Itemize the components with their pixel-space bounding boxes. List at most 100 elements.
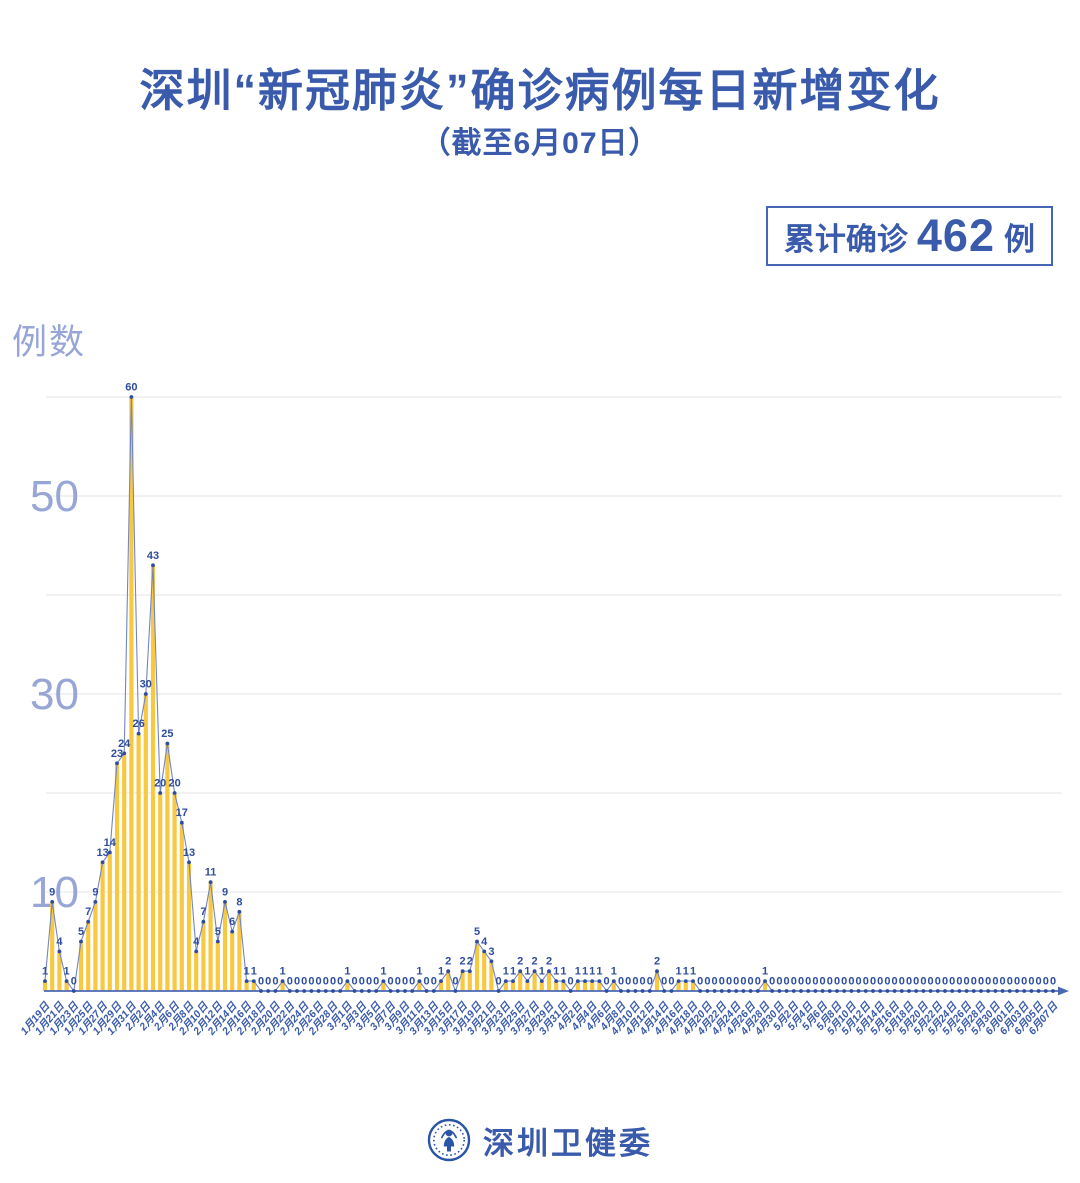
svg-text:20: 20 xyxy=(168,778,180,790)
svg-text:1: 1 xyxy=(582,966,588,978)
svg-text:4: 4 xyxy=(56,936,63,948)
svg-text:1: 1 xyxy=(676,966,682,978)
svg-text:25: 25 xyxy=(161,728,173,740)
svg-text:0: 0 xyxy=(870,976,876,988)
svg-text:30: 30 xyxy=(140,679,152,691)
svg-text:0: 0 xyxy=(985,976,991,988)
svg-text:1: 1 xyxy=(416,966,422,978)
svg-text:0: 0 xyxy=(632,976,638,988)
badge-unit-label: 例 xyxy=(1004,221,1035,257)
svg-text:0: 0 xyxy=(971,976,977,988)
y-tick-labels: 10 30 50 xyxy=(30,472,79,917)
svg-text:1: 1 xyxy=(539,966,545,978)
svg-text:0: 0 xyxy=(337,976,343,988)
svg-text:1: 1 xyxy=(244,966,250,978)
svg-text:0: 0 xyxy=(409,976,415,988)
svg-text:1: 1 xyxy=(344,966,350,978)
svg-text:0: 0 xyxy=(352,976,358,988)
svg-text:1: 1 xyxy=(503,966,509,978)
health-commission-logo-icon xyxy=(427,1118,471,1162)
svg-text:13: 13 xyxy=(96,847,108,859)
svg-text:0: 0 xyxy=(1007,976,1013,988)
svg-text:0: 0 xyxy=(899,976,905,988)
svg-text:1: 1 xyxy=(589,966,595,978)
svg-text:1: 1 xyxy=(438,966,444,978)
svg-text:0: 0 xyxy=(395,976,401,988)
svg-text:0: 0 xyxy=(388,976,394,988)
svg-text:0: 0 xyxy=(323,976,329,988)
svg-text:0: 0 xyxy=(848,976,854,988)
svg-text:0: 0 xyxy=(834,976,840,988)
svg-text:0: 0 xyxy=(798,976,804,988)
svg-text:20: 20 xyxy=(154,778,166,790)
svg-text:10: 10 xyxy=(30,868,79,917)
svg-text:0: 0 xyxy=(294,976,300,988)
svg-text:2: 2 xyxy=(517,956,523,968)
svg-text:1: 1 xyxy=(524,966,530,978)
svg-text:0: 0 xyxy=(640,976,646,988)
svg-text:43: 43 xyxy=(147,550,159,562)
svg-text:0: 0 xyxy=(784,976,790,988)
svg-text:1: 1 xyxy=(560,966,566,978)
svg-text:5: 5 xyxy=(215,926,221,938)
svg-text:0: 0 xyxy=(726,976,732,988)
svg-text:1: 1 xyxy=(42,966,48,978)
svg-text:0: 0 xyxy=(827,976,833,988)
svg-text:6: 6 xyxy=(229,916,235,928)
svg-text:1: 1 xyxy=(280,966,286,978)
svg-text:2: 2 xyxy=(654,956,660,968)
svg-text:14: 14 xyxy=(104,837,117,849)
svg-text:1: 1 xyxy=(690,966,696,978)
y-axis-unit-label: 例数 xyxy=(12,323,87,362)
svg-text:0: 0 xyxy=(424,976,430,988)
svg-text:0: 0 xyxy=(992,976,998,988)
badge-total-value: 462 xyxy=(916,210,995,261)
svg-text:0: 0 xyxy=(452,976,458,988)
svg-text:0: 0 xyxy=(625,976,631,988)
svg-text:0: 0 xyxy=(1028,976,1034,988)
svg-text:5: 5 xyxy=(474,926,480,938)
svg-text:1: 1 xyxy=(683,966,689,978)
svg-text:0: 0 xyxy=(373,976,379,988)
svg-text:23: 23 xyxy=(111,748,123,760)
svg-text:30: 30 xyxy=(30,670,79,719)
svg-text:0: 0 xyxy=(258,976,264,988)
svg-text:0: 0 xyxy=(856,976,862,988)
svg-text:1: 1 xyxy=(575,966,581,978)
svg-text:24: 24 xyxy=(118,738,131,750)
svg-text:2: 2 xyxy=(460,956,466,968)
svg-text:1: 1 xyxy=(611,966,617,978)
svg-text:0: 0 xyxy=(1014,976,1020,988)
svg-text:0: 0 xyxy=(265,976,271,988)
svg-text:0: 0 xyxy=(1050,976,1056,988)
svg-text:26: 26 xyxy=(132,718,144,730)
svg-text:0: 0 xyxy=(820,976,826,988)
svg-text:0: 0 xyxy=(287,976,293,988)
svg-text:0: 0 xyxy=(755,976,761,988)
svg-text:0: 0 xyxy=(402,976,408,988)
svg-text:1: 1 xyxy=(380,966,386,978)
svg-text:0: 0 xyxy=(431,976,437,988)
svg-text:0: 0 xyxy=(812,976,818,988)
svg-text:0: 0 xyxy=(935,976,941,988)
svg-text:8: 8 xyxy=(236,896,242,908)
svg-text:1: 1 xyxy=(251,966,257,978)
svg-text:0: 0 xyxy=(791,976,797,988)
svg-text:0: 0 xyxy=(568,976,574,988)
svg-text:0: 0 xyxy=(1000,976,1006,988)
svg-text:0: 0 xyxy=(964,976,970,988)
svg-text:0: 0 xyxy=(330,976,336,988)
svg-text:1: 1 xyxy=(762,966,768,978)
value-labels: 1941057913142324602630432025201713471159… xyxy=(42,382,1056,988)
badge-prefix-label: 累计确诊 xyxy=(783,221,908,257)
page-title: 深圳“新冠肺炎”确诊病例每日新增变化 xyxy=(139,65,941,116)
svg-text:0: 0 xyxy=(316,976,322,988)
svg-text:0: 0 xyxy=(712,976,718,988)
svg-text:0: 0 xyxy=(928,976,934,988)
svg-text:0: 0 xyxy=(978,976,984,988)
svg-text:0: 0 xyxy=(920,976,926,988)
svg-text:2: 2 xyxy=(532,956,538,968)
svg-text:0: 0 xyxy=(906,976,912,988)
svg-text:7: 7 xyxy=(85,906,91,918)
